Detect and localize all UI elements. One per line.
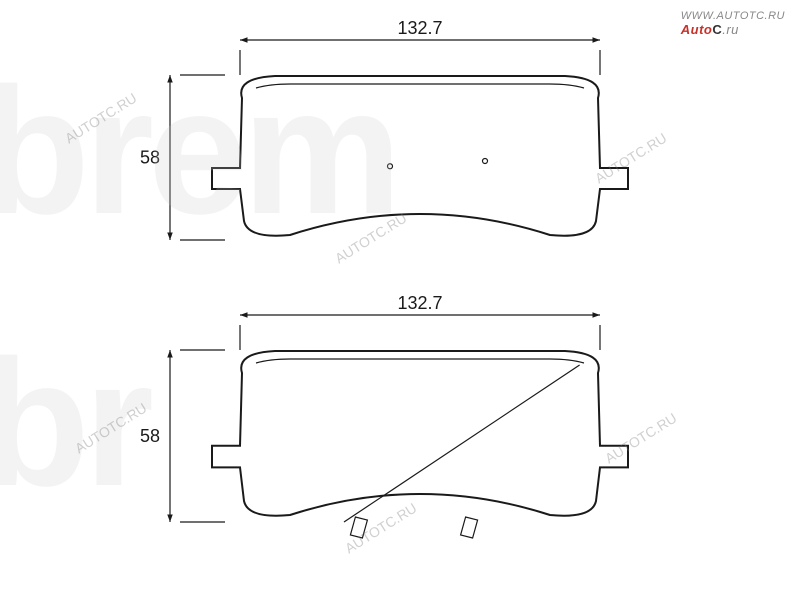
site-logo: WWW.AUTOTC.RU AutoC.ru [681, 10, 785, 37]
drawing-svg: 132.7 58 132.7 58 [0, 0, 800, 600]
logo-c: C [712, 22, 722, 37]
svg-text:58: 58 [140, 426, 160, 446]
svg-text:132.7: 132.7 [397, 293, 442, 313]
logo-url: WWW.AUTOTC.RU [681, 10, 785, 22]
logo-domain: .ru [722, 22, 739, 37]
technical-drawing-canvas: brem br AUTOTC.RU AUTOTC.RU AUTOTC.RU AU… [0, 0, 800, 600]
logo-red: Auto [681, 22, 713, 37]
svg-text:58: 58 [140, 148, 160, 168]
svg-text:132.7: 132.7 [397, 18, 442, 38]
